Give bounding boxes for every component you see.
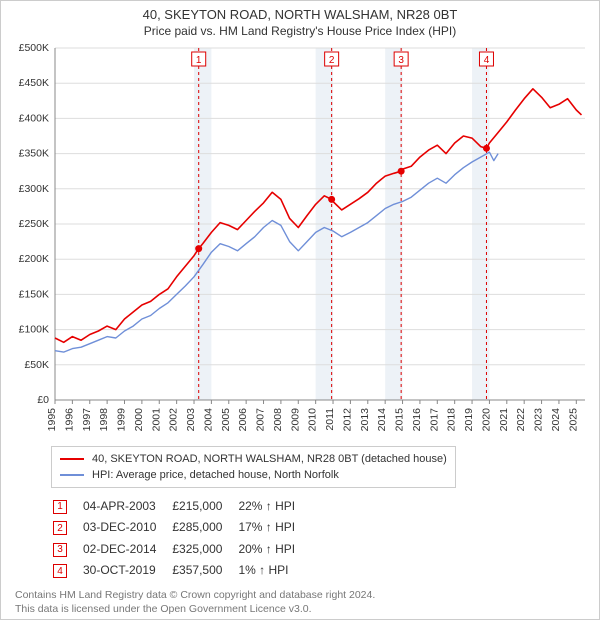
footer: Contains HM Land Registry data © Crown c…	[15, 588, 589, 616]
legend-item: 40, SKEYTON ROAD, NORTH WALSHAM, NR28 0B…	[60, 451, 447, 467]
svg-text:1: 1	[196, 55, 202, 66]
svg-text:£50K: £50K	[24, 359, 49, 371]
svg-text:£300K: £300K	[19, 183, 49, 195]
chart-title: 40, SKEYTON ROAD, NORTH WALSHAM, NR28 0B…	[11, 7, 589, 22]
svg-text:2023: 2023	[533, 408, 545, 432]
svg-text:2012: 2012	[341, 408, 353, 432]
sale-marker-icon: 3	[53, 543, 67, 557]
svg-text:1995: 1995	[46, 408, 58, 432]
sale-date: 04-APR-2003	[83, 496, 170, 516]
sale-price: £357,500	[172, 561, 236, 581]
svg-text:2000: 2000	[133, 408, 145, 432]
svg-text:2002: 2002	[168, 408, 180, 432]
table-row: 1 04-APR-2003£215,00022% ↑ HPI	[53, 496, 309, 516]
chart-titles: 40, SKEYTON ROAD, NORTH WALSHAM, NR28 0B…	[11, 7, 589, 38]
sale-date: 30-OCT-2019	[83, 561, 170, 581]
sales-table: 1 04-APR-2003£215,00022% ↑ HPI 2 03-DEC-201…	[51, 494, 311, 582]
legend-item: HPI: Average price, detached house, Nort…	[60, 467, 447, 483]
sale-marker-icon: 1	[53, 500, 67, 514]
svg-text:£150K: £150K	[19, 288, 49, 300]
svg-text:2014: 2014	[376, 408, 388, 432]
svg-text:2003: 2003	[185, 408, 197, 432]
svg-text:2019: 2019	[463, 408, 475, 432]
footer-line: This data is licensed under the Open Gov…	[15, 602, 589, 616]
svg-text:2: 2	[329, 55, 335, 66]
svg-text:2006: 2006	[237, 408, 249, 432]
svg-text:2021: 2021	[498, 408, 510, 432]
sale-marker-icon: 4	[53, 564, 67, 578]
svg-text:3: 3	[398, 55, 404, 66]
svg-text:£200K: £200K	[19, 253, 49, 265]
sale-pct: 20% ↑ HPI	[238, 539, 309, 559]
svg-text:2016: 2016	[411, 408, 423, 432]
legend-swatch	[60, 458, 84, 460]
sale-price: £215,000	[172, 496, 236, 516]
svg-text:£250K: £250K	[19, 218, 49, 230]
sale-date: 02-DEC-2014	[83, 539, 170, 559]
table-row: 3 02-DEC-2014£325,00020% ↑ HPI	[53, 539, 309, 559]
svg-text:2004: 2004	[202, 408, 214, 432]
sale-price: £285,000	[172, 518, 236, 538]
sale-pct: 17% ↑ HPI	[238, 518, 309, 538]
svg-text:2008: 2008	[272, 408, 284, 432]
svg-text:2010: 2010	[307, 408, 319, 432]
svg-text:£500K: £500K	[19, 42, 49, 54]
svg-text:2020: 2020	[480, 408, 492, 432]
footer-line: Contains HM Land Registry data © Crown c…	[15, 588, 589, 602]
svg-text:2025: 2025	[567, 408, 579, 432]
svg-text:1998: 1998	[98, 408, 110, 432]
sale-pct: 1% ↑ HPI	[238, 561, 309, 581]
svg-text:2018: 2018	[446, 408, 458, 432]
legend-swatch	[60, 474, 84, 476]
svg-text:2013: 2013	[359, 408, 371, 432]
legend-label: 40, SKEYTON ROAD, NORTH WALSHAM, NR28 0B…	[92, 451, 447, 467]
chart-svg: £0 £50K £100K £150K £200K £250K £300K £350K £400…	[11, 42, 589, 440]
svg-text:4: 4	[484, 55, 490, 66]
svg-text:£450K: £450K	[19, 77, 49, 89]
svg-text:£0: £0	[37, 394, 49, 406]
chart-container: 40, SKEYTON ROAD, NORTH WALSHAM, NR28 0B…	[0, 0, 600, 620]
sale-price: £325,000	[172, 539, 236, 559]
svg-text:2015: 2015	[394, 408, 406, 432]
svg-text:2009: 2009	[289, 408, 301, 432]
table-row: 4 30-OCT-2019£357,5001% ↑ HPI	[53, 561, 309, 581]
legend: 40, SKEYTON ROAD, NORTH WALSHAM, NR28 0B…	[51, 446, 456, 488]
svg-text:2011: 2011	[324, 408, 336, 431]
svg-text:2001: 2001	[150, 408, 162, 432]
chart-plot: £0 £50K £100K £150K £200K £250K £300K £350K £400…	[11, 42, 589, 440]
svg-text:1999: 1999	[116, 408, 128, 432]
svg-text:2007: 2007	[255, 408, 267, 432]
sale-pct: 22% ↑ HPI	[238, 496, 309, 516]
svg-text:£350K: £350K	[19, 148, 49, 160]
chart-subtitle: Price paid vs. HM Land Registry's House …	[11, 24, 589, 38]
svg-text:2005: 2005	[220, 408, 232, 432]
svg-text:2017: 2017	[428, 408, 440, 432]
svg-text:1996: 1996	[63, 408, 75, 432]
table-row: 2 03-DEC-2010£285,00017% ↑ HPI	[53, 518, 309, 538]
legend-label: HPI: Average price, detached house, Nort…	[92, 467, 339, 483]
svg-text:£100K: £100K	[19, 324, 49, 336]
sale-marker-icon: 2	[53, 521, 67, 535]
svg-text:1997: 1997	[81, 408, 93, 432]
svg-text:2022: 2022	[515, 408, 527, 432]
sale-date: 03-DEC-2010	[83, 518, 170, 538]
svg-text:£400K: £400K	[19, 112, 49, 124]
svg-text:2024: 2024	[550, 408, 562, 432]
